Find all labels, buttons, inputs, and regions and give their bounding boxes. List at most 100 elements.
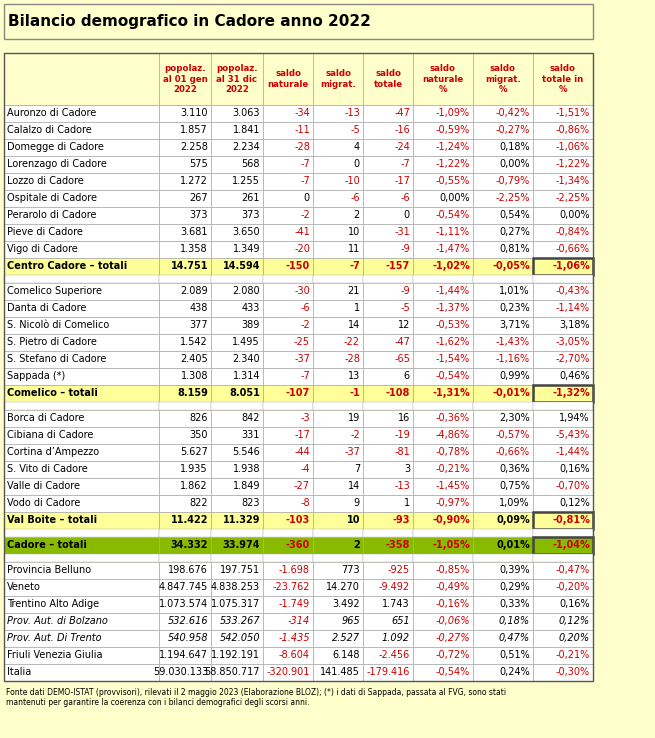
Text: 377: 377 (189, 320, 208, 330)
Bar (473, 317, 533, 334)
Bar (263, 173, 313, 190)
Bar (313, 275, 363, 283)
Text: 773: 773 (341, 565, 360, 575)
Bar (313, 613, 363, 630)
Bar (363, 461, 413, 478)
Text: -0,53%: -0,53% (436, 320, 470, 330)
Text: 1.092: 1.092 (382, 633, 410, 643)
Text: -103: -103 (286, 515, 310, 525)
Text: -7: -7 (300, 159, 310, 169)
Text: -44: -44 (294, 447, 310, 457)
Text: -4,86%: -4,86% (436, 430, 470, 440)
Text: Lorenzago di Cadore: Lorenzago di Cadore (7, 159, 107, 169)
Bar (159, 596, 211, 613)
Bar (159, 300, 211, 317)
Bar (363, 53, 413, 105)
Text: 3: 3 (404, 464, 410, 474)
Text: -34: -34 (294, 108, 310, 118)
Bar (473, 402, 533, 410)
Bar (211, 562, 263, 579)
Text: -358: -358 (386, 540, 410, 550)
Bar (4, 664, 159, 681)
Text: 0,33%: 0,33% (499, 599, 530, 609)
Text: -2.456: -2.456 (379, 650, 410, 661)
Bar (413, 596, 473, 613)
Bar (4, 444, 159, 461)
Bar (363, 190, 413, 207)
Bar (363, 410, 413, 427)
Bar (211, 537, 263, 554)
Bar (363, 300, 413, 317)
Text: -0,70%: -0,70% (555, 481, 590, 492)
Bar (4, 495, 159, 512)
Text: 0,00%: 0,00% (440, 193, 470, 203)
Bar (363, 351, 413, 368)
Bar (413, 410, 473, 427)
Bar (363, 613, 413, 630)
Bar (159, 512, 211, 529)
Text: -1,09%: -1,09% (436, 108, 470, 118)
Bar (533, 334, 593, 351)
Bar (313, 444, 363, 461)
Bar (211, 495, 263, 512)
Text: -28: -28 (344, 354, 360, 364)
Bar (363, 478, 413, 495)
Bar (533, 461, 593, 478)
Bar (263, 300, 313, 317)
Bar (313, 562, 363, 579)
Bar (263, 647, 313, 664)
Bar (211, 190, 263, 207)
Text: 0,99%: 0,99% (499, 371, 530, 381)
Bar (313, 241, 363, 258)
Text: -1,14%: -1,14% (556, 303, 590, 313)
Text: 0: 0 (304, 193, 310, 203)
Text: -0,59%: -0,59% (436, 125, 470, 135)
Text: 14.751: 14.751 (170, 261, 208, 271)
Bar (159, 122, 211, 139)
Text: -1: -1 (349, 388, 360, 399)
Bar (159, 368, 211, 385)
Bar (263, 334, 313, 351)
Bar (4, 300, 159, 317)
Text: -13: -13 (394, 481, 410, 492)
Text: -0,01%: -0,01% (493, 388, 530, 399)
Text: -8: -8 (301, 498, 310, 508)
Bar (533, 562, 593, 579)
Text: -10: -10 (345, 176, 360, 186)
Bar (313, 334, 363, 351)
Bar (263, 53, 313, 105)
Bar (263, 596, 313, 613)
Text: 2,30%: 2,30% (499, 413, 530, 423)
Bar (263, 385, 313, 402)
Bar (473, 495, 533, 512)
Bar (313, 596, 363, 613)
Bar (313, 190, 363, 207)
Text: -23.762: -23.762 (272, 582, 310, 592)
Bar (363, 334, 413, 351)
Text: -150: -150 (286, 261, 310, 271)
Bar (533, 53, 593, 105)
Text: 11.422: 11.422 (170, 515, 208, 525)
Bar (159, 537, 211, 554)
Text: saldo
totale: saldo totale (373, 69, 403, 89)
Bar (363, 554, 413, 562)
Bar (313, 537, 363, 554)
Bar (263, 351, 313, 368)
Text: -0,05%: -0,05% (493, 261, 530, 271)
Bar (363, 537, 413, 554)
Bar (413, 317, 473, 334)
Bar (159, 402, 211, 410)
Text: 5.627: 5.627 (180, 447, 208, 457)
Text: 533.267: 533.267 (219, 616, 260, 626)
Bar (413, 647, 473, 664)
Text: -0,97%: -0,97% (436, 498, 470, 508)
Text: -0,57%: -0,57% (496, 430, 530, 440)
Bar (313, 410, 363, 427)
Bar (4, 139, 159, 156)
Bar (159, 139, 211, 156)
Text: -0,84%: -0,84% (556, 227, 590, 237)
Bar (263, 630, 313, 647)
Bar (263, 317, 313, 334)
Bar (533, 207, 593, 224)
Text: 1.542: 1.542 (180, 337, 208, 347)
